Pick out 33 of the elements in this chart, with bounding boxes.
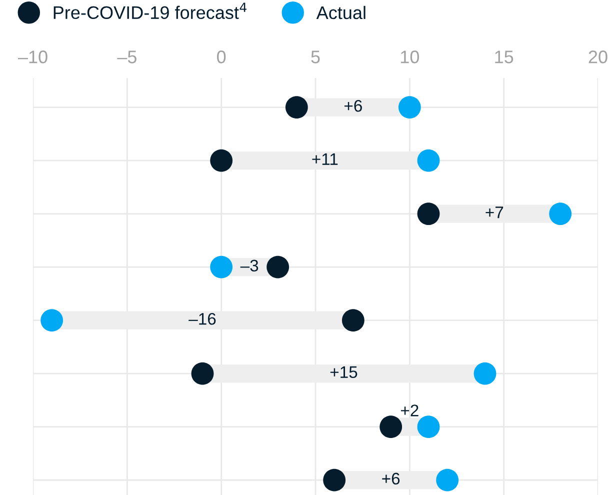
annotation: +11 [312,153,338,165]
x-tick-label: 15 [495,50,514,64]
annotation: +6 [382,472,400,485]
annotation: +15 [330,366,358,378]
x-tick-label: –10 [18,50,48,64]
point [266,256,290,278]
point [342,309,364,332]
point [323,468,346,492]
point [436,468,459,492]
point [210,149,233,172]
point [380,416,402,438]
annotation: –16 [188,312,216,325]
point [417,149,440,172]
x-tick-label: 0 [217,50,226,64]
legend-label: Actual [316,6,366,20]
point [417,416,440,438]
x-tick-label: 5 [311,50,320,64]
point [417,202,440,225]
annotation: +2 [400,404,418,416]
point [285,96,308,118]
legend-label: Pre-COVID-19 forecast$^{4}$ [54,2,246,20]
x-tick-label: –5 [117,50,136,64]
annotation: +7 [486,206,504,218]
annotation: +6 [344,100,362,112]
point [210,256,233,278]
point [40,309,64,332]
x-tick-label: 20 [588,50,608,64]
point [191,362,214,385]
annotation: –3 [240,260,258,272]
x-tick-label: 10 [401,50,420,64]
point [398,96,421,118]
point [474,362,496,385]
point [549,202,572,225]
